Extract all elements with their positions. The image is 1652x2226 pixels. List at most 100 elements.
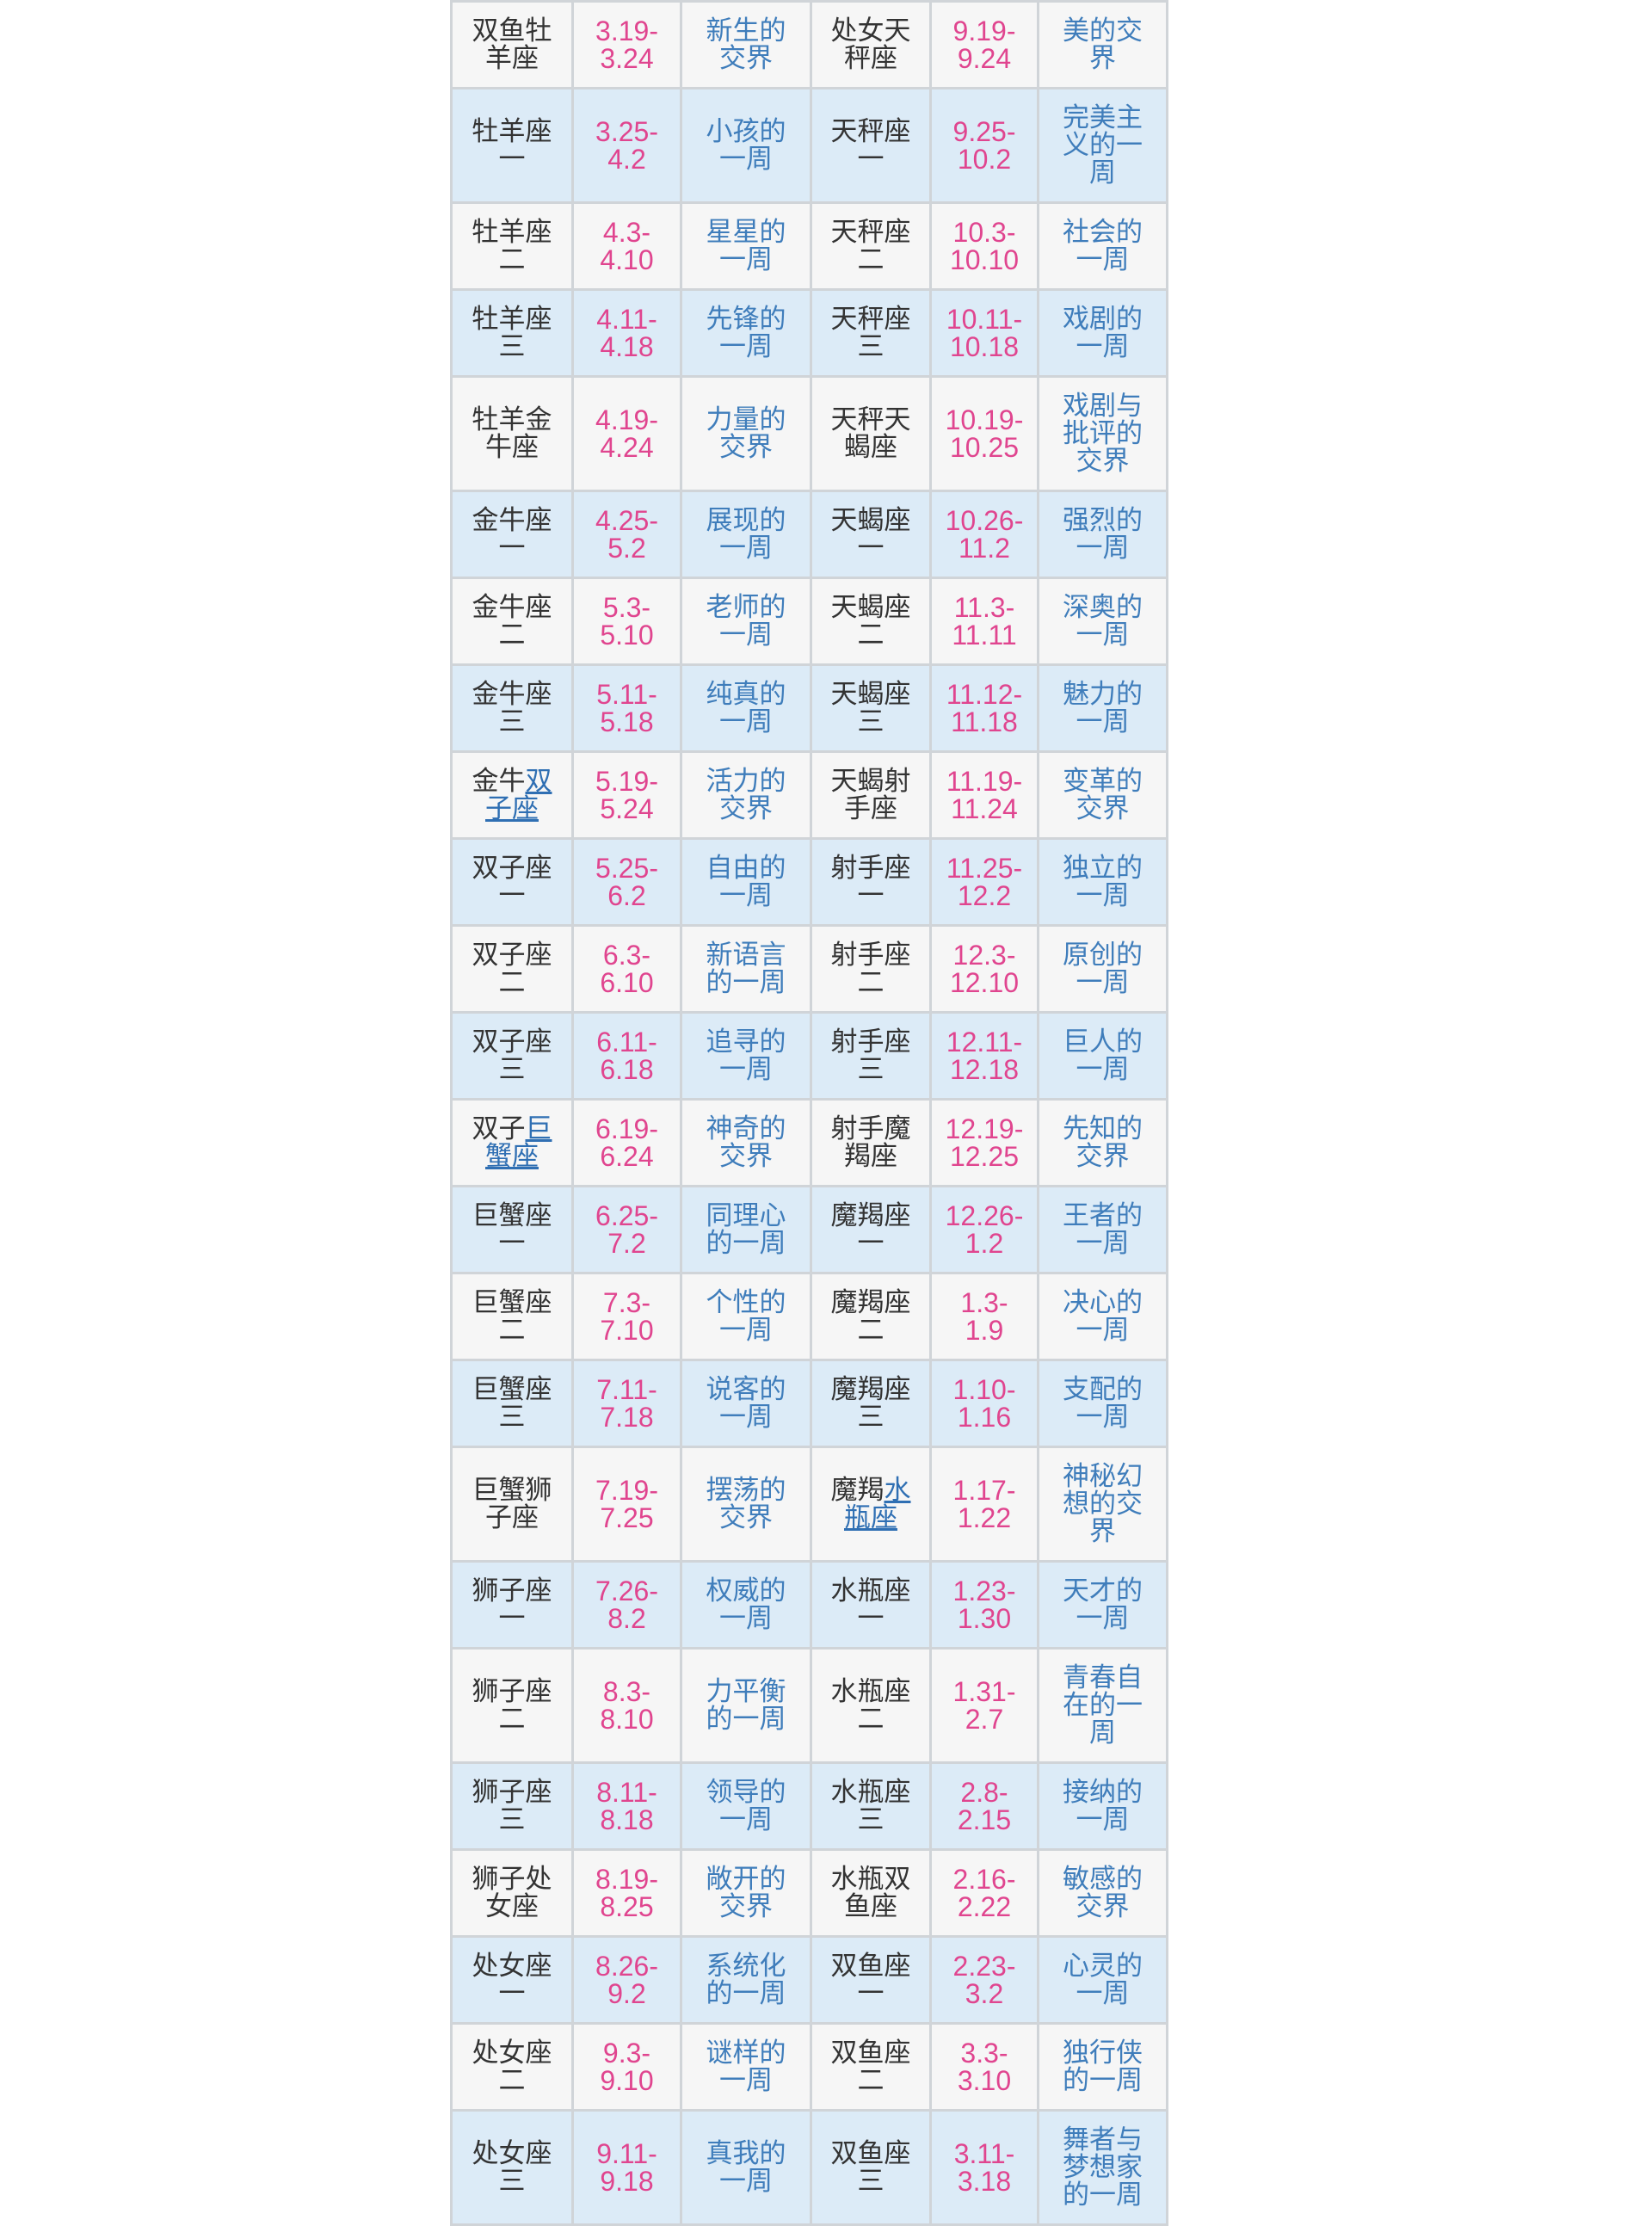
sign-cell: 双子座一 (450, 837, 574, 927)
date-range: 6.3-6.10 (600, 940, 654, 998)
date-range: 5.3-5.10 (600, 592, 654, 651)
date-cell: 6.3-6.10 (571, 924, 682, 1014)
sign-cell: 狮子座三 (450, 1761, 574, 1851)
week-description: 美的交界 (1063, 15, 1143, 74)
sign-cell: 射手座三 (810, 1011, 932, 1101)
sign-name: 金牛座一 (472, 505, 552, 564)
sign-cell: 巨蟹狮子座 (450, 1446, 574, 1563)
date-cell: 1.10-1.16 (929, 1359, 1039, 1448)
description-cell: 青春自在的一周 (1037, 1647, 1168, 1764)
sign-name: 魔羯 (830, 1475, 885, 1506)
week-description: 同理心的一周 (706, 1200, 786, 1259)
sign-name: 处女天秤座 (830, 15, 911, 74)
sign-name: 双子座一 (472, 853, 552, 911)
sign-name: 处女座一 (472, 1951, 552, 2009)
date-cell: 11.19-11.24 (929, 750, 1039, 840)
sign-name: 双子座二 (472, 940, 552, 998)
sign-cell: 天蝎座一 (810, 490, 932, 579)
sign-link[interactable]: 巨蟹座 (485, 1113, 552, 1172)
week-description: 支配的一周 (1063, 1374, 1143, 1433)
sign-cell: 双子巨蟹座 (450, 1098, 574, 1187)
week-description: 小孩的一周 (706, 116, 786, 175)
sign-cell: 巨蟹座二 (450, 1272, 574, 1361)
table-row: 双子座二 6.3-6.10 新语言的一周 射手座二 12.3-12.10 原创的一周 (450, 924, 1168, 1014)
description-cell: 舞者与梦想家的一周 (1037, 2109, 1168, 2226)
date-range: 12.3-12.10 (949, 940, 1020, 998)
date-cell: 3.19-3.24 (571, 0, 682, 89)
week-description: 社会的一周 (1063, 217, 1143, 275)
date-cell: 5.25-6.2 (571, 837, 682, 927)
week-description: 追寻的一周 (706, 1027, 786, 1085)
date-cell: 10.11-10.18 (929, 288, 1039, 378)
description-cell: 系统化的一周 (680, 1935, 812, 2025)
week-description: 魅力的一周 (1063, 679, 1143, 737)
description-cell: 巨人的一周 (1037, 1011, 1168, 1101)
week-description: 摆荡的交界 (706, 1475, 786, 1533)
week-description: 舞者与梦想家的一周 (1063, 2124, 1143, 2211)
date-range: 11.19-11.24 (946, 766, 1023, 824)
sign-cell: 处女天秤座 (810, 0, 932, 89)
sign-name: 狮子座一 (472, 1575, 552, 1634)
date-range: 5.25-6.2 (595, 853, 658, 911)
sign-cell: 天蝎座二 (810, 577, 932, 666)
sign-cell: 狮子座一 (450, 1560, 574, 1649)
sign-cell: 天秤座三 (810, 288, 932, 378)
description-cell: 真我的一周 (680, 2109, 812, 2226)
week-description: 天才的一周 (1063, 1575, 1143, 1634)
date-cell: 9.25-10.2 (929, 87, 1039, 204)
date-cell: 3.3-3.10 (929, 2022, 1039, 2112)
date-cell: 1.23-1.30 (929, 1560, 1039, 1649)
sign-name: 水瓶座三 (830, 1777, 911, 1835)
sign-name: 处女座二 (472, 2038, 552, 2096)
sign-cell: 狮子处女座 (450, 1848, 574, 1938)
description-cell: 权威的一周 (680, 1560, 812, 1649)
date-range: 3.25-4.2 (595, 116, 658, 175)
date-cell: 11.25-12.2 (929, 837, 1039, 927)
table-row: 金牛座二 5.3-5.10 老师的一周 天蝎座二 11.3-11.11 深奥的一周 (450, 577, 1168, 666)
table-row: 巨蟹座三 7.11-7.18 说客的一周 魔羯座三 1.10-1.16 支配的一周 (450, 1359, 1168, 1448)
sign-cell: 双鱼牡羊座 (450, 0, 574, 89)
date-range: 4.19-4.24 (595, 404, 658, 463)
date-range: 7.3-7.10 (600, 1287, 654, 1346)
date-range: 11.25-12.2 (946, 853, 1023, 911)
sign-cell: 水瓶双鱼座 (810, 1848, 932, 1938)
week-description: 个性的一周 (706, 1287, 786, 1346)
sign-cell: 金牛座二 (450, 577, 574, 666)
description-cell: 力量的交界 (680, 375, 812, 492)
sign-name: 魔羯座二 (830, 1287, 911, 1346)
sign-cell: 魔羯座二 (810, 1272, 932, 1361)
week-description: 王者的一周 (1063, 1200, 1143, 1259)
date-range: 6.19-6.24 (595, 1113, 658, 1172)
sign-cell: 处女座二 (450, 2022, 574, 2112)
week-description: 真我的一周 (706, 2138, 786, 2197)
sign-name: 水瓶座二 (830, 1676, 911, 1735)
sign-name: 双子座三 (472, 1027, 552, 1085)
description-cell: 小孩的一周 (680, 87, 812, 204)
sign-link[interactable]: 双子座 (485, 766, 552, 824)
sign-name: 水瓶双鱼座 (830, 1864, 911, 1922)
sign-name: 天蝎座三 (830, 679, 911, 737)
week-description: 说客的一周 (706, 1374, 786, 1433)
date-range: 12.26-1.2 (945, 1200, 1024, 1259)
date-range: 1.23-1.30 (952, 1575, 1016, 1634)
table-row: 牡羊座一 3.25-4.2 小孩的一周 天秤座一 9.25-10.2 完美主义的一周 (450, 87, 1168, 204)
sign-cell: 巨蟹座三 (450, 1359, 574, 1448)
date-cell: 6.19-6.24 (571, 1098, 682, 1187)
description-cell: 先锋的一周 (680, 288, 812, 378)
description-cell: 同理心的一周 (680, 1185, 812, 1274)
date-cell: 2.8-2.15 (929, 1761, 1039, 1851)
week-description: 先知的交界 (1063, 1113, 1143, 1172)
table-row: 处女座一 8.26-9.2 系统化的一周 双鱼座一 2.23-3.2 心灵的一周 (450, 1935, 1168, 2025)
sign-name: 天秤座二 (830, 217, 911, 275)
date-range: 8.3-8.10 (600, 1676, 654, 1735)
sign-cell: 魔羯水瓶座 (810, 1446, 932, 1563)
date-cell: 2.16-2.22 (929, 1848, 1039, 1938)
date-cell: 4.19-4.24 (571, 375, 682, 492)
sign-link[interactable]: 水瓶座 (844, 1475, 911, 1533)
sign-name: 天蝎座一 (830, 505, 911, 564)
table-row: 牡羊座二 4.3-4.10 星星的一周 天秤座二 10.3-10.10 社会的一周 (450, 201, 1168, 291)
description-cell: 敏感的交界 (1037, 1848, 1168, 1938)
table-row: 双鱼牡羊座 3.19-3.24 新生的交界 处女天秤座 9.19-9.24 美的交界 (450, 0, 1168, 89)
sign-cell: 双鱼座三 (810, 2109, 932, 2226)
sign-cell: 天秤座一 (810, 87, 932, 204)
